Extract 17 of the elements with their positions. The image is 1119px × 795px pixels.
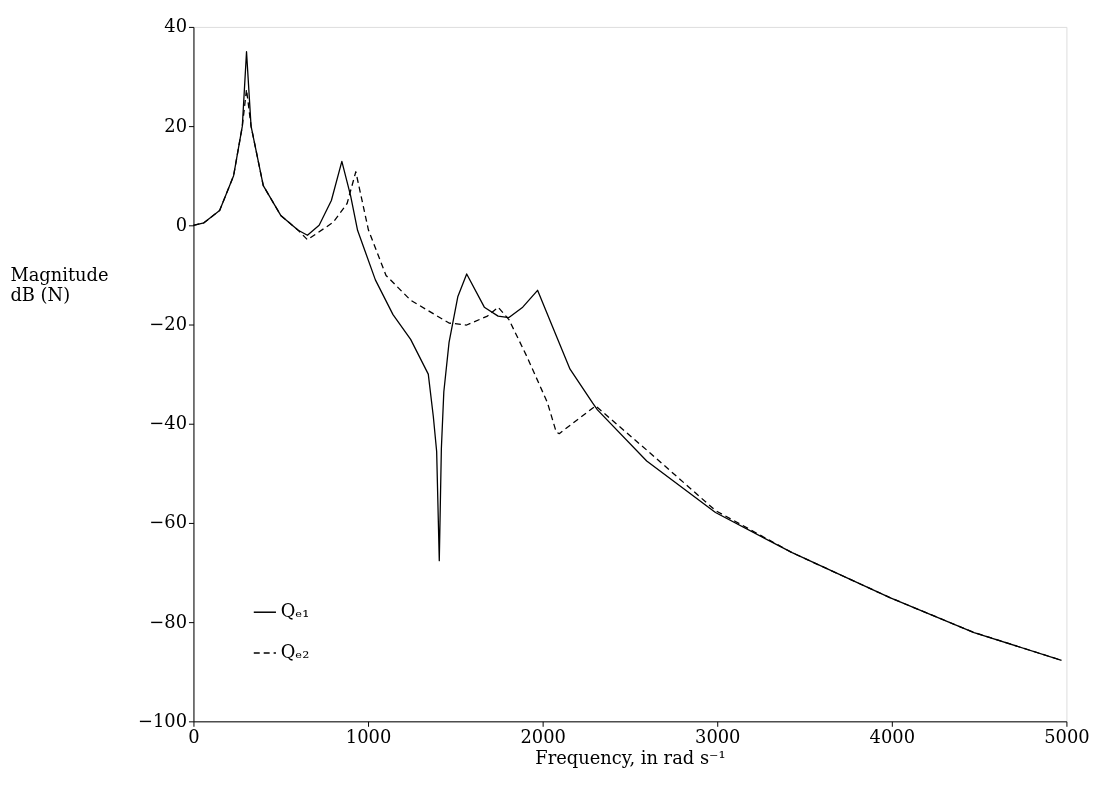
y-tick-label: −60 [149, 511, 187, 533]
x-tick-label: 1000 [345, 725, 392, 747]
y-tick-label: −100 [137, 709, 187, 731]
x-axis-title: Frequency, in rad s⁻¹ [535, 747, 726, 769]
y-tick-label: 40 [164, 15, 187, 37]
legend-label: Qₑ₁ [280, 600, 310, 622]
y-tick-label: 20 [164, 114, 187, 136]
y-tick-label: 0 [175, 213, 187, 235]
y-axis-title: Magnitude dB (N) [10, 264, 109, 306]
x-tick-label: 3000 [695, 725, 741, 747]
x-tick-label: 4000 [869, 725, 916, 747]
x-tick-label: 5000 [1044, 725, 1090, 747]
legend-label: Qₑ₂ [280, 640, 310, 662]
y-tick-label: −20 [149, 312, 187, 334]
x-tick-label: 2000 [520, 725, 566, 747]
y-tick-label: −80 [149, 610, 187, 632]
y-tick-label: −40 [149, 412, 187, 434]
